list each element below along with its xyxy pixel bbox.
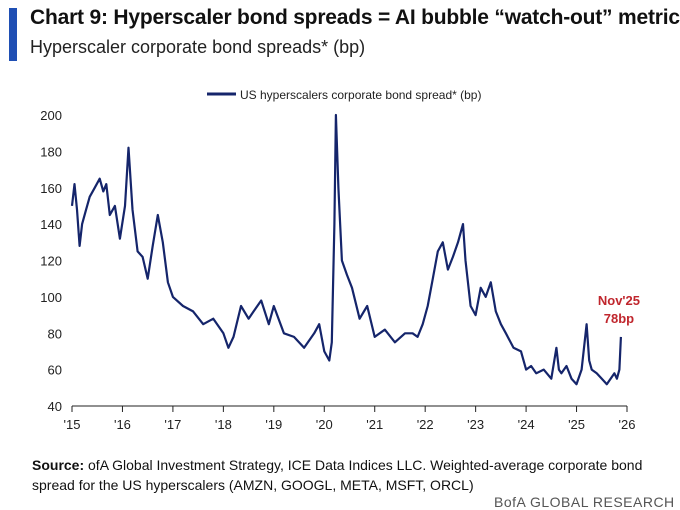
x-tick-label: '23 bbox=[467, 417, 484, 432]
y-axis: 40 60 80 100 120 140 160 180 200 bbox=[40, 108, 62, 414]
x-tick-label: '16 bbox=[114, 417, 131, 432]
x-tick-label: '18 bbox=[215, 417, 232, 432]
chart-subtitle: Hyperscaler corporate bond spreads* (bp) bbox=[30, 37, 366, 57]
y-tick-label: 120 bbox=[40, 254, 62, 269]
y-tick-label: 200 bbox=[40, 108, 62, 123]
x-tick-label: '24 bbox=[518, 417, 535, 432]
x-tick-label: '15 bbox=[64, 417, 81, 432]
annotation-date: Nov'25 bbox=[598, 293, 640, 308]
chart-title: Chart 9: Hyperscaler bond spreads = AI b… bbox=[30, 6, 680, 29]
x-tick-label: '20 bbox=[316, 417, 333, 432]
x-tick-label: '22 bbox=[417, 417, 434, 432]
x-tick-label: '17 bbox=[164, 417, 181, 432]
y-tick-label: 40 bbox=[48, 399, 62, 414]
legend-label: US hyperscalers corporate bond spread* (… bbox=[240, 88, 481, 102]
brand-footer: BofA GLOBAL RESEARCH bbox=[494, 494, 675, 510]
x-tick-label: '26 bbox=[619, 417, 636, 432]
line-chart: US hyperscalers corporate bond spread* (… bbox=[40, 88, 640, 432]
source-label: Source: bbox=[32, 457, 85, 473]
x-tick-label: '21 bbox=[366, 417, 383, 432]
x-tick-label: '19 bbox=[265, 417, 282, 432]
series-line-hyperscaler-spread bbox=[70, 113, 622, 386]
annotation-value: 78bp bbox=[604, 311, 634, 326]
x-tick-label: '25 bbox=[568, 417, 585, 432]
x-axis: '15 '16 '17 '18 '19 '20 '21 '22 '23 '24 '25 '26 bbox=[64, 405, 636, 432]
y-tick-label: 60 bbox=[48, 363, 62, 378]
annotation: Nov'25 78bp bbox=[598, 293, 640, 326]
y-tick-label: 160 bbox=[40, 181, 62, 196]
y-tick-label: 180 bbox=[40, 144, 62, 159]
y-tick-label: 80 bbox=[48, 326, 62, 341]
source-text: ofA Global Investment Strategy, ICE Data… bbox=[32, 457, 643, 493]
source-note: Source: ofA Global Investment Strategy, … bbox=[32, 455, 662, 495]
y-tick-label: 100 bbox=[40, 290, 62, 305]
y-tick-label: 140 bbox=[40, 217, 62, 232]
accent-bar bbox=[9, 8, 17, 61]
